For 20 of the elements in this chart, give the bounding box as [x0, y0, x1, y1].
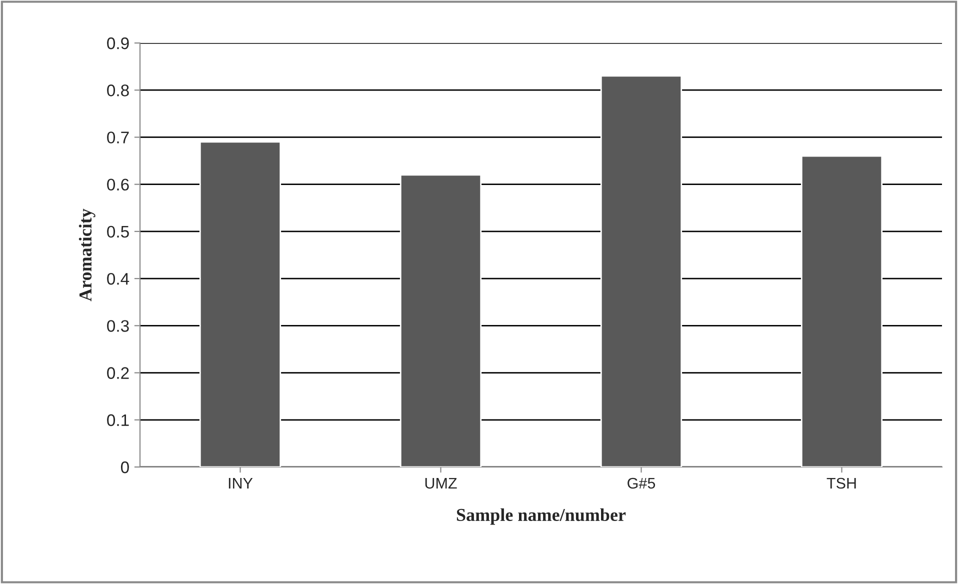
bar	[400, 174, 482, 467]
x-tick-label: INY	[228, 478, 253, 488]
y-tick-label: 0.7	[107, 132, 129, 144]
x-tick-label: TSH	[826, 478, 856, 489]
bar	[199, 141, 282, 467]
y-tick-label: 0.9	[107, 37, 129, 50]
y-tick-label: 0.8	[107, 84, 129, 96]
y-axis-title: Aromaticity	[78, 208, 96, 302]
y-tick-label: 0	[120, 461, 129, 474]
x-tick-label: UMZ	[425, 478, 457, 489]
x-tick-label: G#5	[628, 478, 656, 489]
y-tick-label: 0.3	[107, 320, 129, 332]
y-tick-label: 0.1	[107, 414, 129, 426]
y-tick-label: 0.2	[107, 367, 129, 379]
y-tick-label: 0.6	[107, 178, 129, 191]
y-tick-label: 0.5	[107, 226, 129, 238]
y-tick-label: 0.4	[107, 272, 130, 285]
bar	[800, 155, 883, 467]
x-axis-title: Sample name/number	[456, 508, 626, 525]
bar	[600, 75, 682, 467]
